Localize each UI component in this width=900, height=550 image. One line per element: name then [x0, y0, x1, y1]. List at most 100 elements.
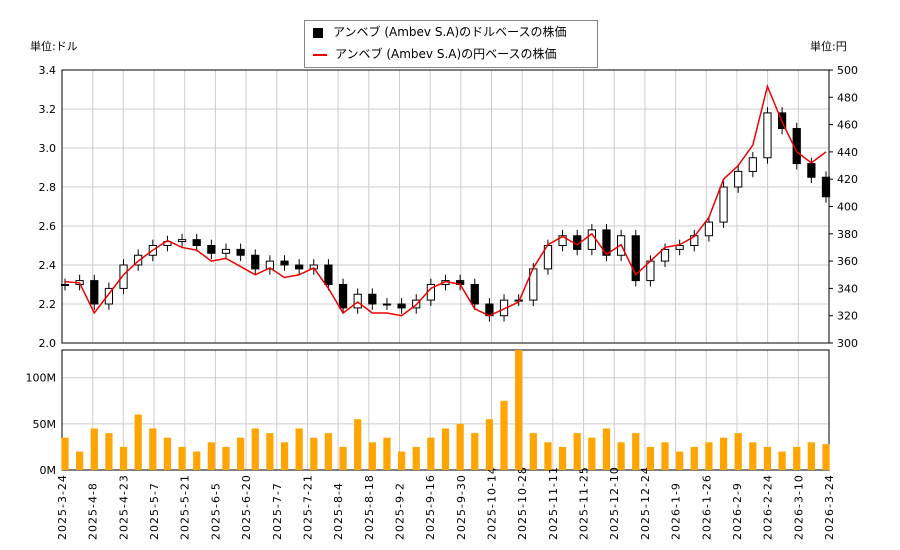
- x-tick-label: 2025-10-28: [516, 466, 529, 540]
- volume-tick-label: 100M: [26, 372, 57, 385]
- candle-body: [134, 254, 143, 266]
- candle-body: [280, 260, 289, 266]
- x-tick-label: 2026-1-9: [670, 482, 683, 540]
- x-tick-label: 2025-9-16: [424, 474, 437, 540]
- volume-bar: [324, 433, 333, 470]
- candle-body: [602, 229, 611, 256]
- candle-body: [821, 176, 831, 198]
- left-tick-label: 2.2: [39, 298, 57, 311]
- volume-bar: [105, 433, 113, 470]
- candle-body: [207, 245, 216, 254]
- volume-bar: [500, 400, 508, 470]
- candle-body: [265, 260, 275, 270]
- volume-bar: [471, 433, 479, 470]
- right-tick-label: 360: [837, 255, 858, 268]
- volume-bar: [90, 428, 98, 470]
- left-tick-label: 2.8: [39, 181, 57, 194]
- volume-bar: [441, 428, 450, 470]
- candle-body: [104, 287, 114, 305]
- left-unit-label: 単位:ドル: [30, 40, 78, 53]
- volume-bar: [397, 451, 406, 470]
- volume-bar: [280, 442, 289, 470]
- right-tick-label: 480: [837, 91, 858, 104]
- volume-bar: [339, 446, 347, 470]
- candle-body: [748, 157, 757, 172]
- volume-bar: [529, 433, 537, 470]
- volume-bar: [588, 437, 596, 470]
- volume-bar: [602, 428, 611, 470]
- legend-jpy-label: アンベブ (Ambev S.A)の円ベースの株価: [335, 47, 557, 61]
- left-tick-label: 2.4: [39, 259, 57, 272]
- candle-body: [660, 248, 670, 262]
- volume-bar: [295, 428, 303, 470]
- left-tick-label: 3.0: [39, 142, 57, 155]
- volume-bar: [134, 414, 142, 470]
- volume-bar: [149, 428, 157, 470]
- x-tick-label: 2026-3-10: [792, 474, 805, 540]
- volume-bar: [61, 437, 69, 470]
- volume-bar: [163, 437, 172, 470]
- volume-bar: [793, 446, 801, 470]
- x-tick-label: 2025-5-21: [179, 474, 192, 540]
- x-tick-label: 2025-7-7: [271, 482, 284, 540]
- volume-bar: [690, 446, 698, 470]
- volume-bar: [617, 442, 625, 470]
- volume-bar: [251, 428, 259, 470]
- volume-bar: [266, 433, 274, 470]
- right-tick-label: 400: [837, 201, 858, 214]
- candle-body: [221, 248, 231, 254]
- candle-body: [587, 229, 596, 250]
- x-tick-label: 2025-6-20: [240, 474, 253, 540]
- right-tick-label: 500: [837, 64, 858, 77]
- volume-bar: [632, 433, 640, 470]
- x-tick-label: 2025-4-8: [87, 482, 100, 540]
- volume-bar: [778, 451, 786, 470]
- volume-bar: [368, 442, 376, 470]
- volume-bar: [236, 437, 245, 470]
- x-tick-label: 2025-8-18: [363, 474, 376, 540]
- volume-bar: [178, 446, 186, 470]
- volume-bar: [456, 423, 464, 470]
- candle-body: [382, 303, 392, 306]
- candle-body: [763, 112, 772, 159]
- right-tick-label: 420: [837, 173, 858, 186]
- candle-body: [675, 245, 684, 250]
- right-tick-label: 460: [837, 119, 858, 132]
- candle-body: [60, 284, 70, 286]
- x-tick-label: 2025-12-10: [608, 466, 621, 540]
- candle-body: [251, 254, 260, 270]
- volume-bar: [383, 437, 391, 470]
- candle-body: [338, 284, 348, 309]
- legend-jpy: アンベブ (Ambev S.A)の円ベースの株価: [305, 43, 597, 65]
- candle-body: [353, 293, 362, 309]
- volume-bar: [573, 433, 581, 470]
- right-tick-label: 440: [837, 146, 858, 159]
- candle-body: [807, 163, 816, 178]
- right-tick-label: 300: [837, 337, 858, 350]
- price-frame: [61, 69, 830, 344]
- right-tick-label: 340: [837, 282, 858, 295]
- x-tick-label: 2025-4-23: [117, 474, 130, 540]
- candle-body: [397, 303, 406, 309]
- candle-body: [631, 235, 640, 282]
- candle-body: [719, 186, 728, 223]
- legend-usd-swatch: [313, 27, 323, 38]
- volume-bar: [76, 451, 84, 470]
- x-tick-label: 2026-2-9: [731, 482, 744, 540]
- x-tick-label: 2025-3-24: [56, 474, 69, 540]
- volume-bar: [544, 442, 552, 470]
- left-tick-label: 2.6: [39, 220, 57, 233]
- x-tick-label: 2025-12-24: [639, 466, 652, 540]
- volume-bar: [427, 437, 435, 470]
- volume-bar: [719, 437, 728, 470]
- volume-bar: [515, 350, 523, 470]
- x-tick-label: 2025-9-2: [393, 482, 406, 540]
- x-tick-label: 2026-2-24: [762, 474, 775, 540]
- volume-bar: [646, 446, 655, 470]
- candle-body: [236, 248, 245, 256]
- x-tick-label: 2025-11-11: [547, 466, 560, 540]
- volume-bar: [807, 442, 815, 470]
- x-tick-label: 2025-10-14: [486, 466, 499, 540]
